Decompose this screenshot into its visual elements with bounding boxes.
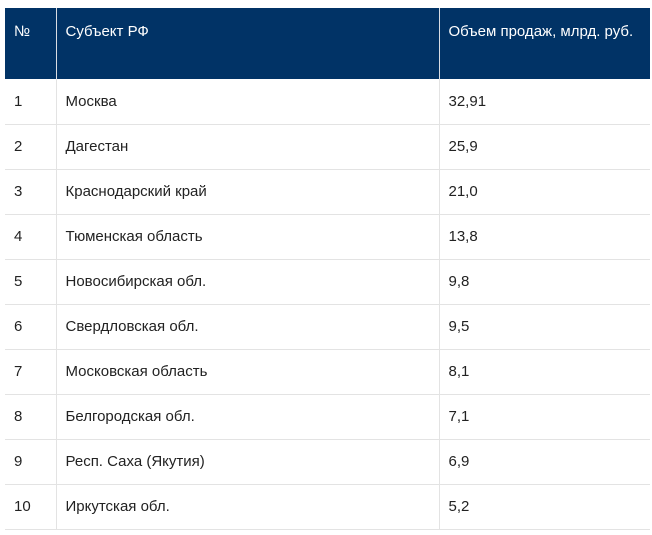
row-number: 1 <box>14 92 23 110</box>
header-number: № <box>5 8 56 79</box>
row-number: 4 <box>5 213 56 259</box>
row-sales-value: 32,91 <box>438 79 650 124</box>
row-sales-value: 6,9 <box>438 438 650 484</box>
table-row: 4 Тюменская область 13,8 <box>5 213 650 259</box>
row-region: Москва <box>55 79 439 124</box>
row-region: Свердловская обл. <box>55 303 439 349</box>
header-region: Субъект РФ <box>55 8 439 79</box>
row-number: 10 <box>5 483 56 530</box>
row-number: 3 <box>5 168 56 214</box>
row-number: 6 <box>5 303 56 349</box>
row-sales-value: 8,1 <box>438 348 650 394</box>
table-row: 3 Краснодарский край 21,0 <box>5 168 650 214</box>
table-row: 7 Московская область 8,1 <box>5 348 650 394</box>
row-region: Московская область <box>55 348 439 394</box>
row-number: 9 <box>5 438 56 484</box>
row-region: Белгородская обл. <box>55 393 439 439</box>
table-row: 2 Дагестан 25,9 <box>5 123 650 169</box>
table-row: 6 Свердловская обл. 9,5 <box>5 303 650 349</box>
row-region: Дагестан <box>55 123 439 169</box>
table-body: 1 Москва 32,91 2 Дагестан 25,9 3 Краснод… <box>5 79 650 530</box>
row-region: Респ. Саха (Якутия) <box>55 438 439 484</box>
row-sales-value: 9,5 <box>438 303 650 349</box>
table-row: 1 Москва 32,91 <box>5 79 650 124</box>
row-number: 8 <box>5 393 56 439</box>
table-row: 9 Респ. Саха (Якутия) 6,9 <box>5 438 650 484</box>
row-number: 2 <box>5 123 56 169</box>
header-sales-volume: Объем продаж, млрд. руб. <box>438 8 650 79</box>
sales-table-container: № Субъект РФ Объем продаж, млрд. руб. 1 … <box>5 8 650 530</box>
row-region: Новосибирская обл. <box>55 258 439 304</box>
row-sales-value: 5,2 <box>438 483 650 530</box>
row-sales-value: 25,9 <box>438 123 650 169</box>
table-header: № Субъект РФ Объем продаж, млрд. руб. <box>5 8 650 79</box>
row-region: Иркутская обл. <box>55 483 439 530</box>
row-region: Краснодарский край <box>55 168 439 214</box>
row-number: 5 <box>5 258 56 304</box>
table-row: 5 Новосибирская обл. 9,8 <box>5 258 650 304</box>
table-row: 8 Белгородская обл. 7,1 <box>5 393 650 439</box>
row-sales-value: 9,8 <box>438 258 650 304</box>
sales-table: № Субъект РФ Объем продаж, млрд. руб. 1 … <box>5 8 650 530</box>
row-sales-value: 13,8 <box>438 213 650 259</box>
header-row: № Субъект РФ Объем продаж, млрд. руб. <box>5 8 650 79</box>
row-sales-value: 21,0 <box>438 168 650 214</box>
row-region: Тюменская область <box>55 213 439 259</box>
row-number: 7 <box>5 348 56 394</box>
table-row: 10 Иркутская обл. 5,2 <box>5 483 650 530</box>
row-sales-value: 7,1 <box>438 393 650 439</box>
